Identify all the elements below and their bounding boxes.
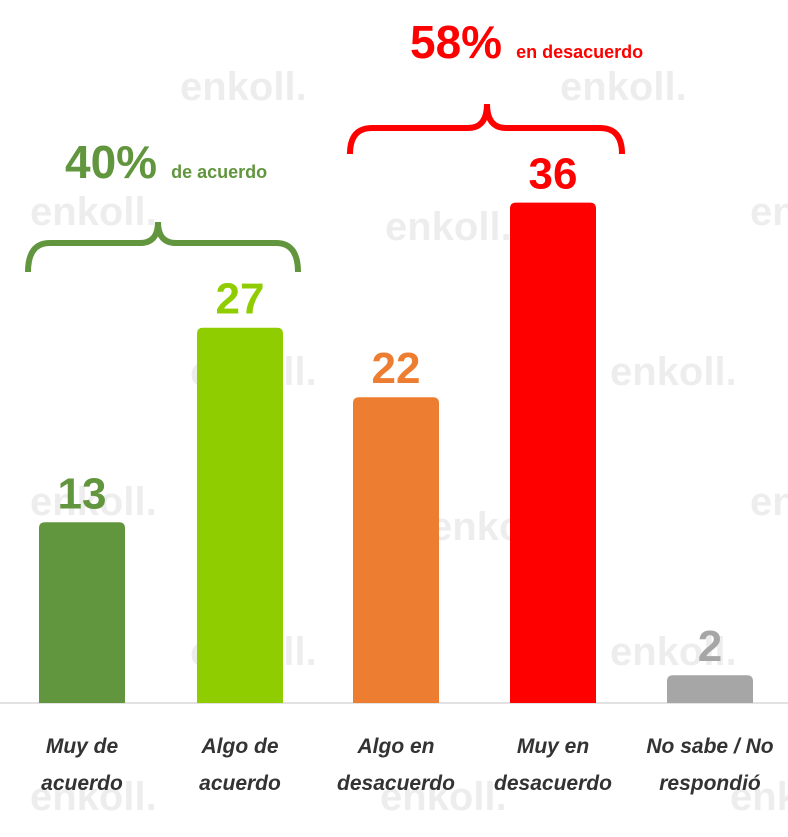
- watermark: enkoll.: [385, 205, 512, 249]
- annotation-sub: de acuerdo: [171, 162, 267, 182]
- watermark: enkoll.: [180, 65, 307, 109]
- brace-agree: [25, 221, 301, 273]
- bar: [353, 397, 439, 703]
- watermark: enkoll.: [380, 775, 507, 819]
- x-tick-label: Algo de acuerdo: [199, 735, 281, 795]
- value-label: 27: [216, 275, 265, 324]
- value-label: 13: [58, 469, 107, 518]
- value-label: 36: [529, 150, 578, 199]
- watermark: enkoll.: [610, 630, 737, 674]
- brace-disagree: [347, 103, 625, 155]
- watermark: enkoll.: [750, 480, 788, 524]
- value-label: 2: [698, 622, 722, 671]
- annotation: 58% en desacuerdo: [410, 16, 643, 68]
- watermark: enkoll.: [30, 775, 157, 819]
- annotation-main: 58%: [410, 16, 502, 68]
- watermark: enkoll.: [30, 480, 157, 524]
- watermark: enkoll.: [610, 350, 737, 394]
- annotation-main: 40%: [65, 136, 157, 188]
- bar: [197, 327, 283, 703]
- x-tick-label: Algo en desacuerdo: [337, 735, 455, 795]
- value-label: 22: [372, 344, 421, 393]
- x-tick-label: Muy en desacuerdo: [494, 735, 612, 795]
- x-tick-label: No sabe / No respondió: [646, 735, 774, 795]
- annotation-sub: en desacuerdo: [516, 42, 643, 62]
- bar: [667, 675, 753, 703]
- bar: [39, 522, 125, 703]
- watermark: enkoll.: [730, 775, 788, 819]
- x-tick-label: Muy de acuerdo: [41, 735, 123, 795]
- bar: [510, 202, 596, 703]
- watermark: enkoll.: [30, 190, 157, 234]
- watermark: enkoll.: [560, 65, 687, 109]
- watermark: enkoll.: [750, 190, 788, 234]
- annotation: 40% de acuerdo: [65, 136, 267, 188]
